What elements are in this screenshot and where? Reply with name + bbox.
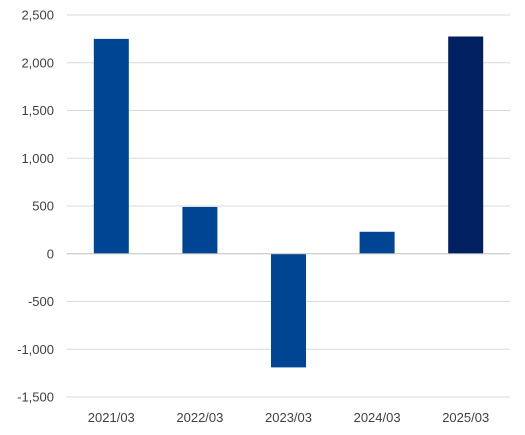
- bar-2024-03: [359, 231, 395, 254]
- bar-2025-03: [448, 36, 484, 254]
- x-tick-label: 2021/03: [88, 410, 135, 425]
- x-tick-label: 2023/03: [265, 410, 312, 425]
- y-axis: 2,500 2,000 1,500 1,000 500 0 -500 -1,000 -1,500: [17, 8, 54, 405]
- bar-series: [93, 36, 484, 368]
- x-tick-label: 2022/03: [176, 410, 223, 425]
- y-tick-label: 1,500: [21, 103, 54, 118]
- bar-2023-03: [271, 253, 306, 368]
- y-tick-label: 0: [47, 246, 54, 261]
- bar-2022-03: [182, 206, 218, 254]
- y-tick-label: 1,000: [21, 151, 54, 166]
- y-tick-label: -500: [28, 294, 54, 309]
- y-tick-label: -1,500: [17, 390, 54, 405]
- x-tick-label: 2024/03: [354, 410, 401, 425]
- x-tick-label: 2025/03: [442, 410, 489, 425]
- y-tick-label: 2,000: [21, 55, 54, 70]
- bar-2021-03: [93, 38, 129, 254]
- y-tick-label: -1,000: [17, 342, 54, 357]
- y-tick-label: 500: [32, 199, 54, 214]
- y-tick-label: 2,500: [21, 8, 54, 23]
- x-axis: 2021/03 2022/03 2023/03 2024/03 2025/03: [88, 410, 489, 425]
